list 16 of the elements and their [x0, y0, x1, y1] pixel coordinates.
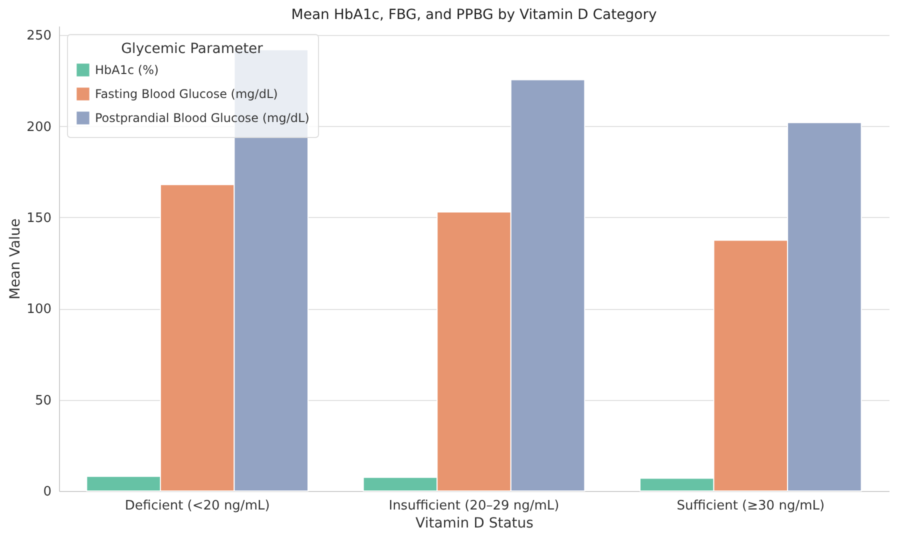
y-tick-label: 250	[26, 28, 52, 44]
legend-label: HbA1c (%)	[95, 63, 159, 77]
y-tick-label: 100	[26, 302, 52, 318]
x-tick-label: Insufficient (20–29 ng/mL)	[388, 498, 560, 514]
chart-title: Mean HbA1c, FBG, and PPBG by Vitamin D Category	[291, 7, 657, 23]
legend-label: Fasting Blood Glucose (mg/dL)	[95, 87, 278, 101]
y-tick-label: 0	[43, 484, 52, 500]
x-tick-label: Deficient (<20 ng/mL)	[124, 498, 270, 514]
legend-label: Postprandial Blood Glucose (mg/dL)	[95, 111, 310, 125]
y-tick-label: 150	[26, 210, 52, 226]
x-axis-title: Vitamin D Status	[416, 516, 534, 532]
x-tick-label: Sufficient (≥30 ng/mL)	[676, 498, 825, 514]
y-axis-title: Mean Value	[8, 218, 24, 300]
y-tick-label: 50	[34, 393, 52, 408]
y-tick-label: 200	[26, 120, 52, 135]
legend-title: Glycemic Parameter	[121, 41, 264, 57]
